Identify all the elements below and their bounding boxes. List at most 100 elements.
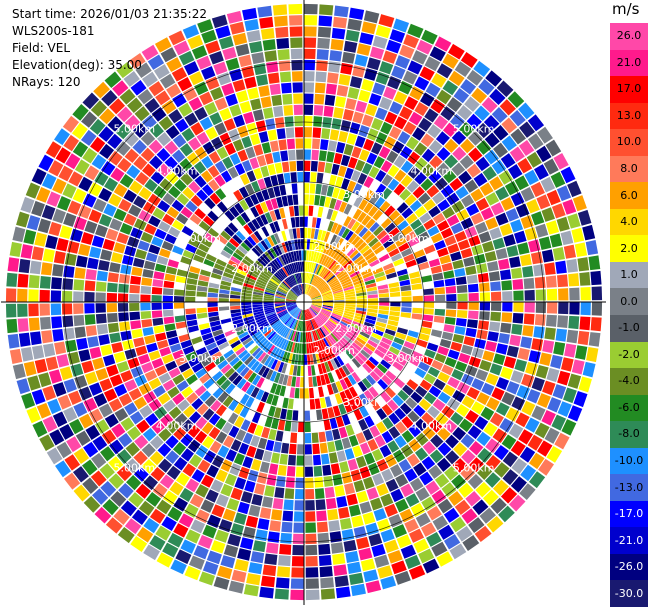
velocity-gate	[250, 386, 260, 398]
velocity-gate	[344, 167, 354, 180]
velocity-gate	[247, 372, 257, 383]
velocity-gate	[162, 288, 174, 296]
velocity-gate	[275, 577, 290, 589]
velocity-gate	[482, 166, 497, 181]
velocity-gate	[361, 328, 372, 336]
velocity-gate	[284, 279, 292, 288]
velocity-gate	[305, 500, 315, 511]
velocity-gate	[362, 511, 376, 525]
velocity-gate	[250, 551, 265, 564]
velocity-gate	[358, 89, 371, 103]
velocity-gate	[442, 206, 455, 219]
velocity-gate	[338, 403, 347, 415]
velocity-gate	[427, 225, 440, 237]
velocity-gate	[334, 485, 346, 497]
velocity-gate	[511, 396, 526, 411]
velocity-gate	[217, 565, 233, 580]
velocity-gate	[440, 184, 454, 198]
velocity-gate	[321, 288, 331, 295]
velocity-gate	[269, 520, 281, 532]
velocity-gate	[351, 170, 361, 182]
velocity-gate	[452, 390, 466, 403]
velocity-gate	[230, 256, 241, 265]
velocity-gate	[323, 231, 331, 243]
velocity-gate	[255, 216, 265, 228]
velocity-gate	[421, 412, 434, 425]
velocity-gate	[311, 304, 322, 308]
velocity-gate	[133, 467, 149, 482]
velocity-gate	[417, 231, 430, 242]
velocity-gate	[173, 497, 188, 512]
velocity-gate	[264, 553, 278, 566]
velocity-gate	[148, 139, 163, 154]
velocity-gate	[95, 303, 106, 313]
velocity-gate	[404, 194, 417, 207]
velocity-gate	[531, 211, 545, 226]
velocity-gate	[188, 137, 202, 151]
velocity-gate	[463, 336, 476, 347]
velocity-gate	[270, 346, 278, 357]
velocity-gate	[385, 370, 397, 381]
velocity-gate	[407, 60, 423, 75]
velocity-gate	[321, 184, 328, 196]
velocity-gate	[256, 401, 266, 413]
velocity-gate	[156, 552, 174, 568]
velocity-gate	[314, 488, 325, 499]
velocity-gate	[577, 330, 590, 346]
velocity-gate	[52, 208, 66, 224]
velocity-gate	[322, 255, 330, 266]
velocity-gate	[175, 275, 187, 284]
velocity-gate	[324, 257, 332, 267]
velocity-gate	[98, 187, 113, 202]
velocity-gate	[332, 309, 344, 315]
velocity-gate	[476, 329, 488, 340]
velocity-gate	[376, 483, 389, 497]
velocity-gate	[228, 371, 239, 383]
velocity-gate	[484, 132, 500, 148]
velocity-gate	[336, 450, 347, 462]
velocity-gate	[387, 76, 402, 90]
velocity-gate	[315, 353, 321, 364]
velocity-gate	[290, 239, 296, 251]
velocity-gate	[158, 248, 171, 258]
velocity-gate	[290, 307, 299, 315]
velocity-gate	[290, 342, 296, 353]
velocity-gate	[278, 325, 287, 335]
velocity-gate	[211, 14, 228, 29]
velocity-gate	[387, 399, 399, 412]
velocity-gate	[315, 329, 321, 340]
velocity-gate	[352, 320, 363, 328]
velocity-gate	[421, 355, 434, 366]
velocity-gate	[196, 291, 207, 297]
velocity-gate	[219, 132, 232, 146]
velocity-gate	[452, 426, 467, 441]
velocity-gate	[182, 87, 198, 102]
velocity-gate	[333, 265, 343, 274]
velocity-gate	[362, 363, 373, 374]
velocity-gate	[116, 360, 130, 373]
velocity-gate	[465, 365, 478, 377]
velocity-gate	[313, 263, 319, 274]
velocity-gate	[51, 277, 62, 290]
velocity-gate	[84, 165, 100, 181]
velocity-gate	[182, 24, 200, 39]
velocity-gate	[294, 387, 300, 399]
velocity-gate	[304, 3, 318, 15]
velocity-gate	[275, 307, 286, 312]
velocity-gate	[324, 271, 333, 281]
velocity-gate	[291, 262, 296, 274]
velocity-gate	[309, 183, 316, 194]
velocity-gate	[150, 467, 166, 482]
velocity-gate	[393, 377, 406, 389]
velocity-gate	[562, 199, 577, 215]
velocity-gate	[362, 428, 374, 441]
velocity-gate	[534, 314, 546, 326]
velocity-gate	[292, 319, 298, 330]
velocity-gate	[447, 397, 461, 411]
velocity-gate	[201, 29, 217, 44]
velocity-gate	[123, 70, 140, 87]
velocity-gate	[82, 477, 99, 494]
velocity-gate	[311, 300, 323, 302]
velocity-gate	[390, 464, 403, 478]
velocity-gate	[75, 255, 88, 268]
